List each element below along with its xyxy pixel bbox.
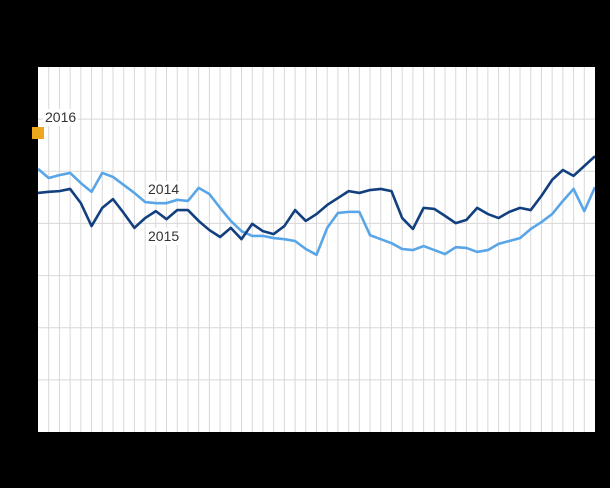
line-2015 [38, 155, 595, 241]
series-marker-2016 [32, 127, 44, 139]
gridlines [38, 67, 595, 432]
chart-canvas [38, 67, 595, 432]
series-label-2014: 2014 [146, 181, 182, 198]
plot-area [38, 67, 595, 432]
series-label-2016: 2016 [43, 109, 79, 126]
series-label-2015: 2015 [146, 228, 182, 245]
line-2014 [38, 167, 595, 257]
